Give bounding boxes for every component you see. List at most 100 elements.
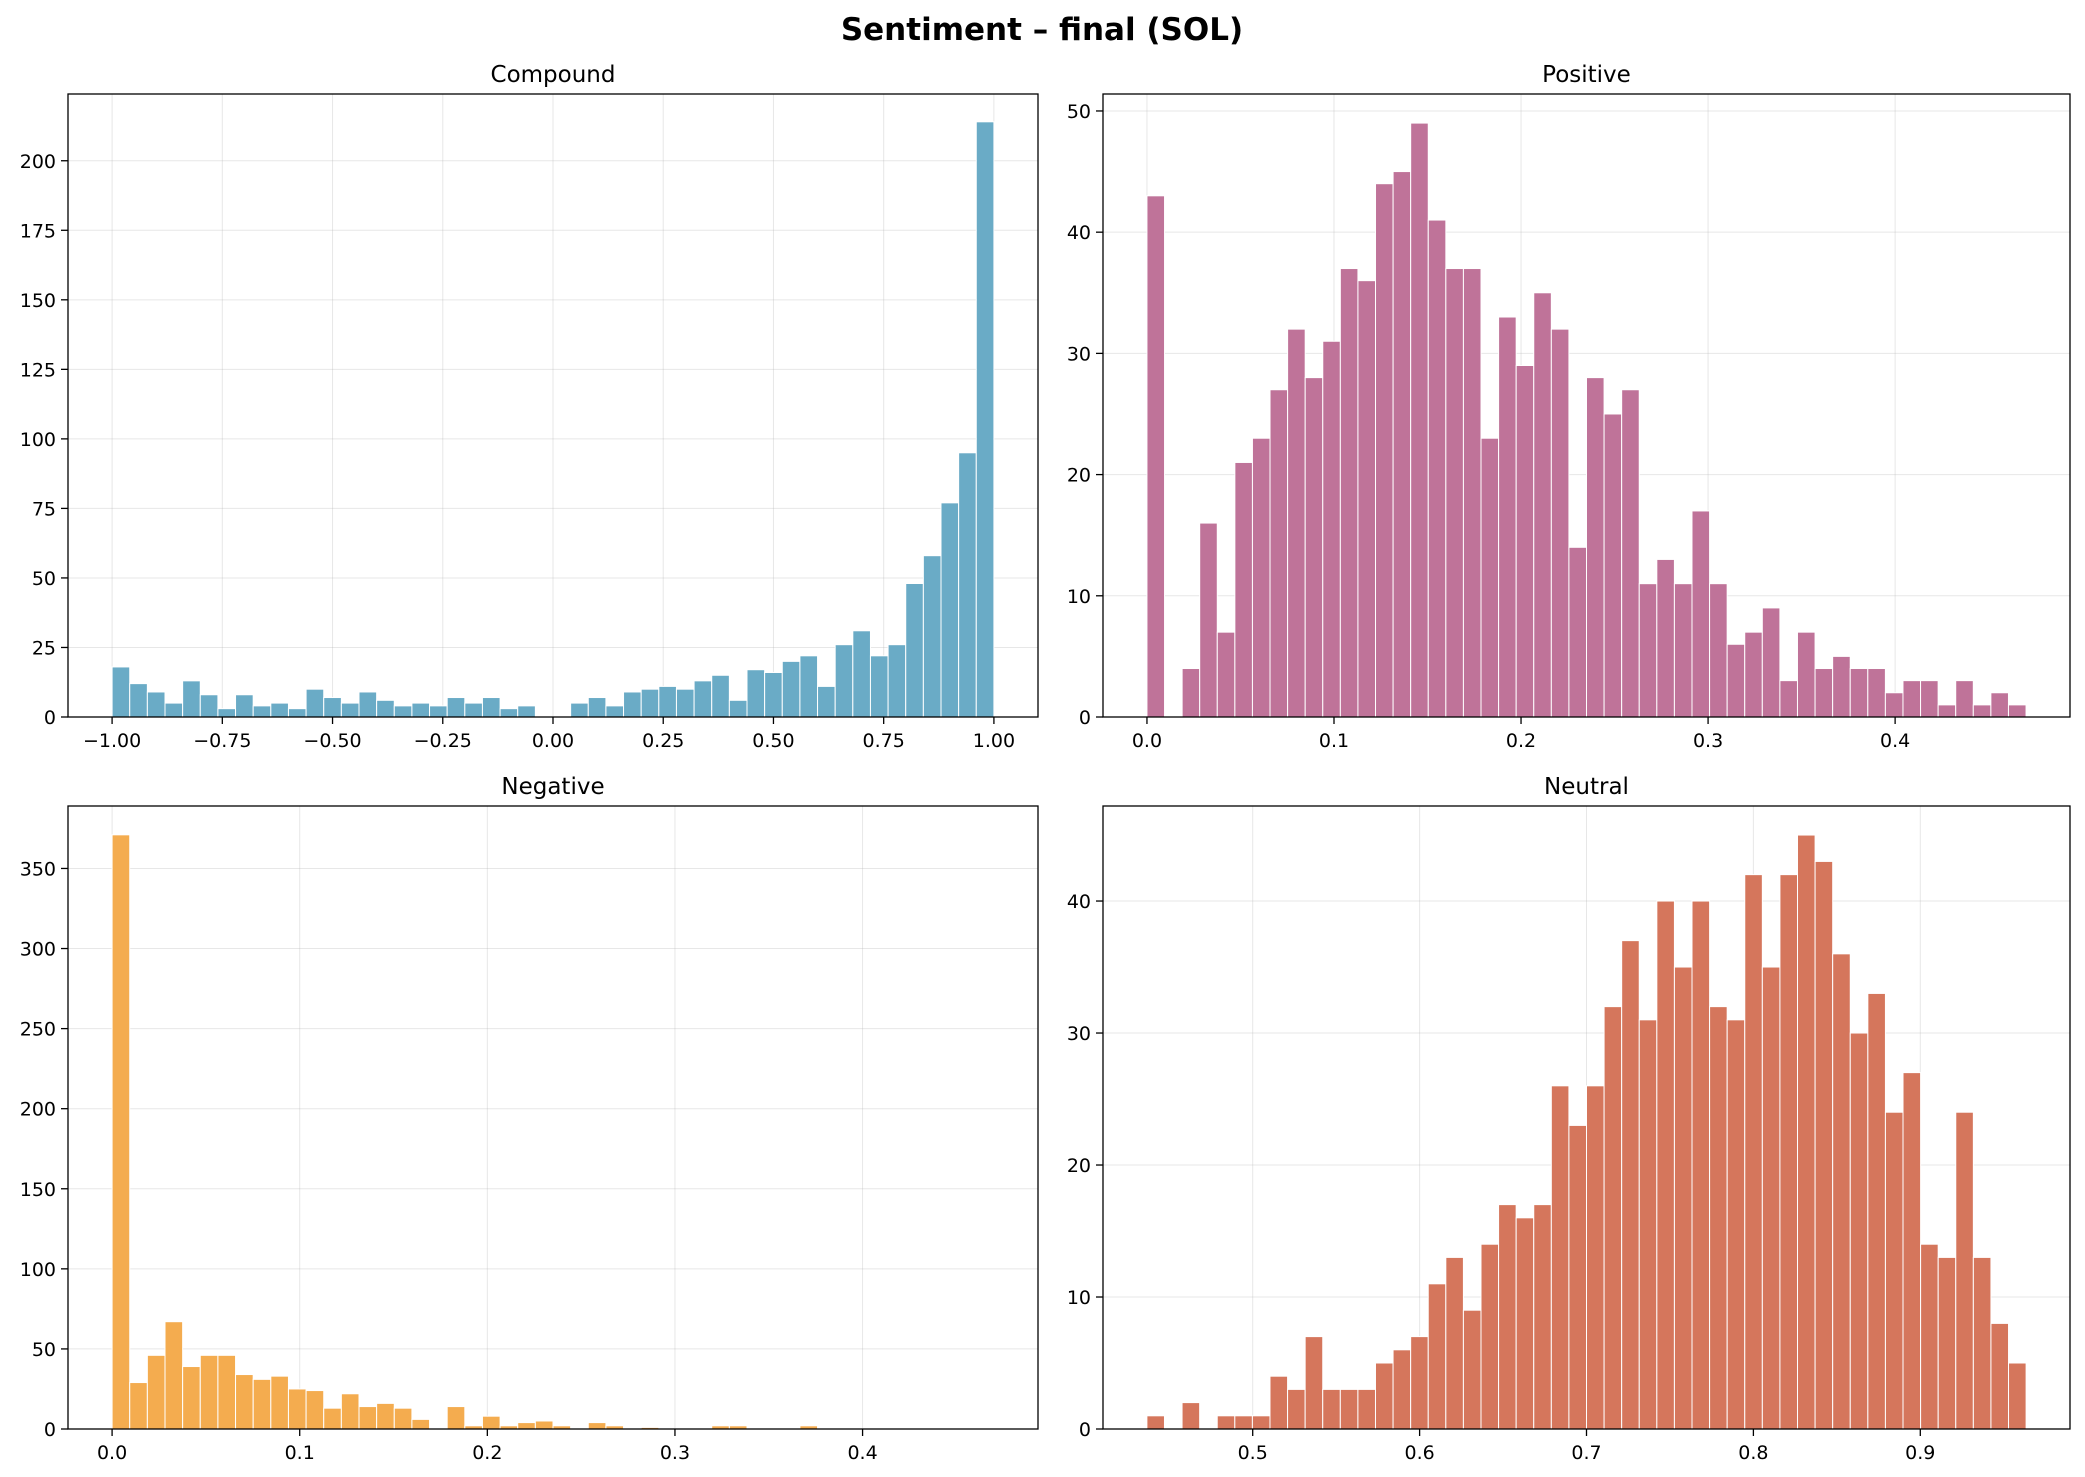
positive-bar (1568, 546, 1588, 718)
compound-bar (217, 708, 237, 718)
positive-bar (1955, 680, 1974, 718)
positive-bar (1814, 668, 1834, 718)
neutral-bar (1427, 1283, 1447, 1430)
neutral-y-tick-label: 40 (1067, 891, 1091, 913)
positive-bar (1937, 704, 1957, 718)
positive-bar (1146, 195, 1166, 718)
neutral-bar (1533, 1204, 1552, 1430)
negative-y-tick-label: 0 (44, 1419, 56, 1441)
compound-bar (570, 702, 589, 718)
compound-bar (922, 555, 942, 718)
compound-bar (728, 699, 748, 718)
neutral-bar (1374, 1362, 1394, 1430)
negative-bar (182, 1366, 201, 1430)
compound-bar (940, 502, 960, 718)
compound-bar (376, 699, 395, 718)
negative-bar (287, 1388, 307, 1430)
positive-bar (1322, 340, 1341, 718)
compound-x-tick-label: −1.00 (83, 730, 141, 752)
negative-bar (252, 1378, 272, 1430)
negative-x-tick-label: 0.4 (847, 1442, 877, 1464)
compound-bar (164, 702, 184, 718)
compound-bar (799, 655, 819, 718)
compound-bar (781, 660, 801, 718)
positive-bar (1726, 643, 1746, 718)
positive-bar (2007, 704, 2027, 718)
compound-bar (252, 705, 272, 718)
compound-x-tick-label: 0.25 (642, 730, 684, 752)
negative-bar (411, 1418, 431, 1430)
panel-positive: 0.0 0.1 0.2 0.3 0.4 0 10 20 30 40 50 Positive (1067, 62, 2071, 752)
neutral-bar (1709, 1006, 1728, 1430)
panel-negative: 0.0 0.1 0.2 0.3 0.4 0 50 100 150 200 250 300 350 Nega… (20, 774, 1039, 1464)
compound-bar (305, 688, 325, 718)
positive-bar (1304, 377, 1324, 718)
neutral-title: Neutral (1544, 774, 1629, 800)
negative-bar (146, 1354, 166, 1430)
neutral-bar (1797, 834, 1816, 1430)
compound-bar (693, 680, 713, 718)
compound-bar (817, 685, 836, 718)
neutral-bar (2008, 1362, 2027, 1430)
neutral-x-tick-label: 0.5 (1238, 1442, 1268, 1464)
positive-bar (1533, 292, 1552, 718)
positive-y-tick-label: 40 (1067, 222, 1091, 244)
compound-x-tick-label: −0.50 (303, 730, 361, 752)
compound-x-tick-label: 0.75 (863, 730, 905, 752)
compound-bar (869, 655, 889, 718)
negative-bar (358, 1406, 378, 1430)
compound-y-tick-label: 0 (44, 707, 56, 729)
negative-bar (235, 1374, 254, 1430)
negative-y-tick-label: 200 (20, 1099, 56, 1121)
compound-bar (182, 680, 201, 718)
compound-bar (517, 705, 536, 718)
negative-bar (587, 1422, 607, 1430)
positive-y-tick-label: 10 (1067, 586, 1091, 608)
neutral-bar (1761, 966, 1781, 1430)
negative-bar (446, 1406, 466, 1430)
positive-bar (1339, 268, 1359, 718)
neutral-bar (1691, 900, 1711, 1430)
compound-bar (146, 691, 166, 718)
compound-y-tick-label: 175 (20, 220, 56, 242)
positive-bar (1410, 122, 1429, 718)
neutral-bar (1251, 1415, 1271, 1430)
positive-bar (1199, 522, 1218, 718)
neutral-bar (1814, 860, 1834, 1430)
positive-x-tick-label: 0.2 (1506, 730, 1536, 752)
compound-y-tick-label: 75 (32, 498, 56, 520)
compound-y-tick-label: 125 (20, 359, 56, 381)
neutral-x-tick-label: 0.8 (1738, 1442, 1768, 1464)
neutral-bar (1480, 1243, 1500, 1430)
neutral-bar (1955, 1111, 1974, 1430)
compound-x-tick-label: 1.00 (973, 730, 1015, 752)
positive-x-tick-label: 0.0 (1132, 730, 1162, 752)
compound-bar (711, 674, 730, 718)
positive-title: Positive (1542, 62, 1631, 88)
neutral-bar (1568, 1124, 1588, 1430)
positive-bar (1902, 680, 1922, 718)
compound-bar (887, 644, 907, 718)
compound-bar (834, 644, 854, 718)
neutral-bar (1902, 1072, 1922, 1430)
positive-bar (1849, 668, 1869, 718)
compound-bar (499, 708, 519, 718)
negative-bar (164, 1321, 184, 1430)
negative-bar (129, 1382, 148, 1430)
compound-bar (340, 702, 360, 718)
compound-bar (358, 691, 378, 718)
positive-bar (1515, 365, 1535, 718)
neutral-bar (1392, 1349, 1412, 1430)
neutral-bar (1656, 900, 1675, 1430)
negative-axes-frame (67, 805, 1039, 1430)
negative-y-tick-label: 300 (20, 939, 56, 961)
neutral-bar (1832, 953, 1851, 1430)
compound-bar (640, 688, 660, 718)
positive-bar (1427, 219, 1447, 718)
positive-y-tick-label: 0 (1079, 707, 1091, 729)
neutral-bar (1726, 1019, 1746, 1430)
positive-bar (1550, 328, 1570, 718)
positive-bar (1867, 668, 1886, 718)
neutral-bar (1972, 1256, 1992, 1430)
compound-title: Compound (491, 62, 616, 88)
